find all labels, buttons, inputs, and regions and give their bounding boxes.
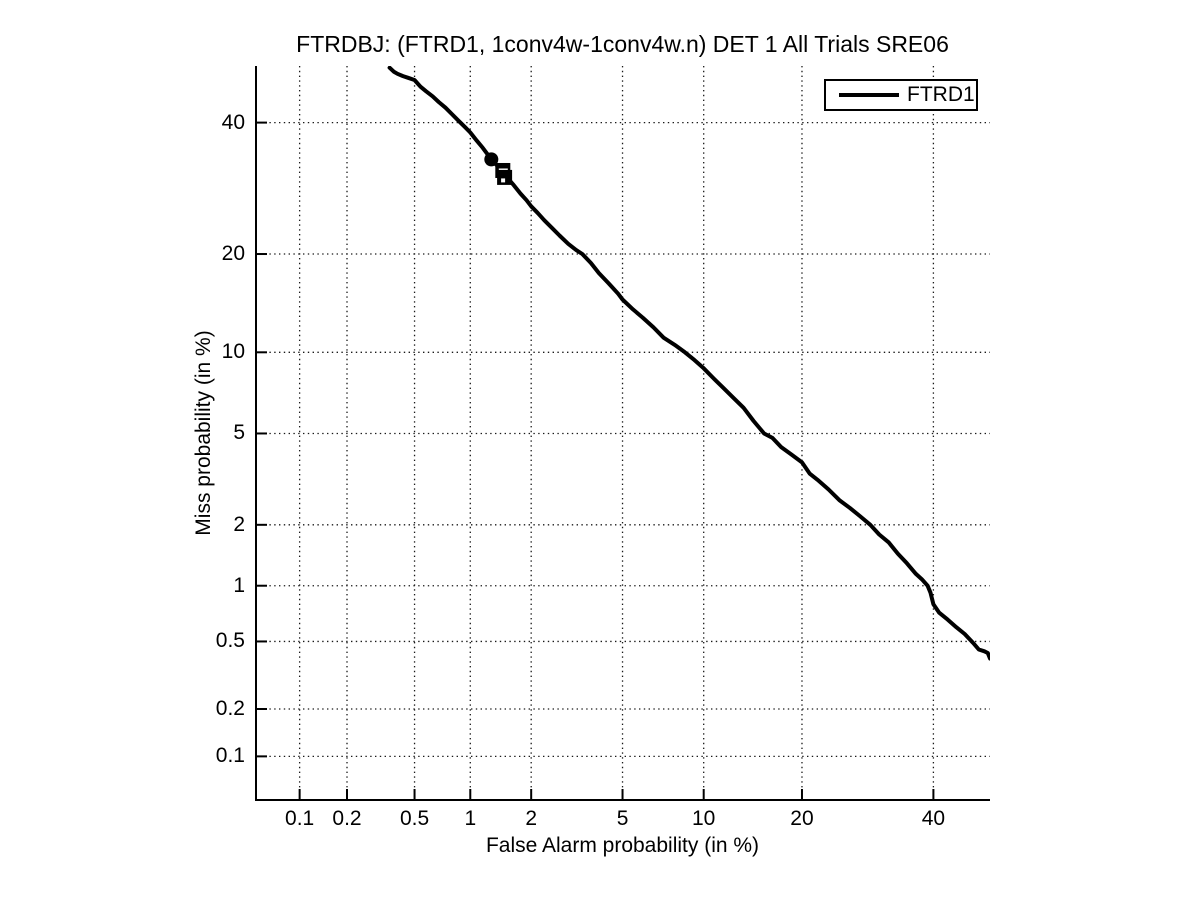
y-tick-label: 40 <box>221 110 245 134</box>
x-tick-label: 0.2 <box>332 807 362 830</box>
y-tick-label: 20 <box>221 242 245 266</box>
y-tick-label: 0.5 <box>215 629 245 653</box>
square-marker-inner-dot <box>501 178 506 183</box>
operating-point-square-marker <box>497 169 513 185</box>
legend: FTRD1 <box>824 79 978 111</box>
x-tick-label: 0.5 <box>399 807 430 830</box>
x-tick-label: 0.1 <box>285 807 315 830</box>
x-tick-label: 10 <box>692 807 716 830</box>
plot-area <box>255 66 990 801</box>
det-curve <box>387 66 990 661</box>
x-tick-label: 40 <box>921 807 946 830</box>
y-tick-label: 0.1 <box>215 744 245 768</box>
y-tick-label: 1 <box>233 573 245 597</box>
x-tick-label: 5 <box>616 807 629 830</box>
plot-title: FTRDBJ: (FTRD1, 1conv4w-1conv4w.n) DET 1… <box>296 31 949 57</box>
y-tick-label: 0.2 <box>215 696 245 720</box>
operating-point-circle-marker <box>484 152 499 167</box>
x-axis-label: False Alarm probability (in %) <box>485 834 760 857</box>
y-tick-label: 2 <box>233 512 245 536</box>
y-tick-label: 10 <box>221 340 245 364</box>
legend-entry-label: FTRD1 <box>907 83 975 106</box>
y-tick-label: 5 <box>233 421 245 445</box>
x-tick-label: 20 <box>790 807 814 830</box>
x-tick-label: 1 <box>464 807 477 830</box>
legend-line-sample <box>839 93 899 97</box>
x-tick-label: 2 <box>525 807 538 830</box>
